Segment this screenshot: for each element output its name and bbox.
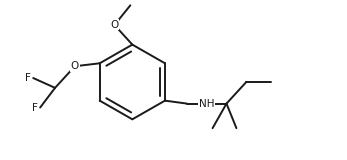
Text: NH: NH	[199, 99, 214, 109]
Text: F: F	[25, 73, 31, 83]
Text: O: O	[71, 61, 79, 71]
Text: F: F	[32, 103, 38, 112]
Text: O: O	[110, 20, 119, 30]
